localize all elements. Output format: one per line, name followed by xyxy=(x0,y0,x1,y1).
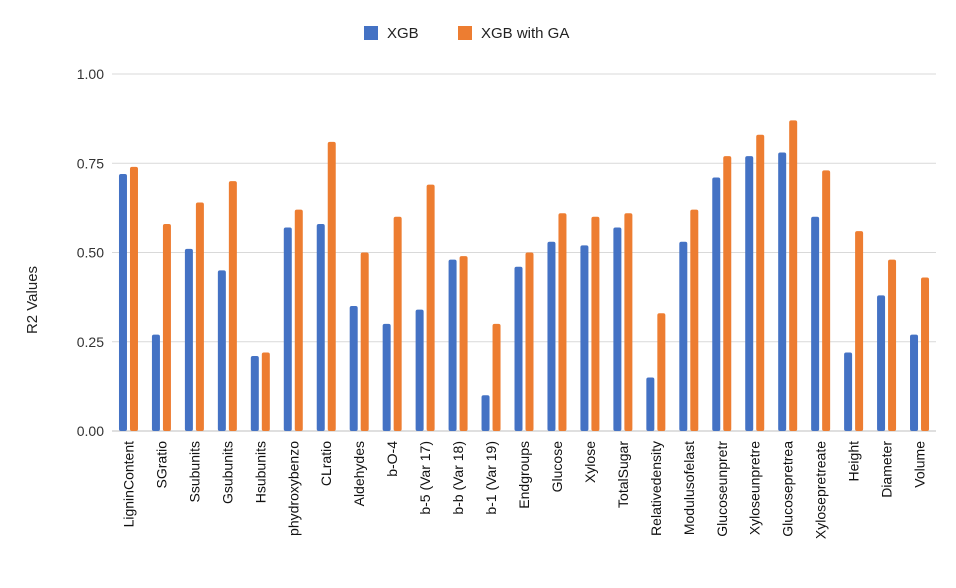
bar-xgb-ga xyxy=(426,184,435,431)
bar-xgb-ga xyxy=(129,166,138,431)
x-tick-label: Ssubunits xyxy=(186,441,202,502)
bar-xgb xyxy=(877,295,886,431)
bar-xgb xyxy=(613,227,622,431)
bar-xgb xyxy=(283,227,292,431)
bar-xgb xyxy=(646,377,655,431)
bar-xgb xyxy=(481,395,490,431)
bar-xgb xyxy=(151,334,160,431)
bar-xgb xyxy=(745,156,754,432)
y-tick-label: 0.00 xyxy=(77,423,104,439)
legend-label-xgb-ga: XGB with GA xyxy=(481,25,569,42)
bar-xgb xyxy=(118,173,127,431)
bar-xgb-ga xyxy=(756,134,765,431)
y-tick-label: 0.75 xyxy=(77,155,104,171)
bar-xgb-ga xyxy=(591,216,600,431)
bar-xgb-ga xyxy=(228,181,237,431)
bar-xgb-ga xyxy=(789,120,798,431)
bar-xgb-ga xyxy=(888,259,897,431)
x-tick-label: Volume xyxy=(912,441,928,488)
x-tick-label: Glucose xyxy=(549,441,565,493)
x-tick-label: CLratio xyxy=(318,441,334,486)
bar-xgb-ga xyxy=(723,156,732,432)
x-tick-label: b-1 (Var 19) xyxy=(483,441,499,515)
bar-xgb-ga xyxy=(558,213,567,431)
bar-xgb xyxy=(514,266,523,431)
bar-xgb xyxy=(811,216,820,431)
legend: XGB XGB with GA xyxy=(364,25,569,42)
x-axis-labels: LigninContent SGratio Ssubunits Gsubunits Hs… xyxy=(120,441,927,539)
x-tick-label: LigninContent xyxy=(120,441,136,528)
bar-xgb-ga xyxy=(261,352,270,431)
x-tick-label: Xylose xyxy=(582,441,598,483)
x-tick-label: Hsubunits xyxy=(252,441,268,503)
legend-swatch-xgb xyxy=(364,26,378,40)
bar-xgb-ga xyxy=(162,223,171,431)
bar-xgb-ga xyxy=(195,202,204,431)
bar-xgb-ga xyxy=(690,209,699,431)
bar-xgb xyxy=(349,306,358,431)
bar-xgb-ga xyxy=(459,256,468,431)
legend-swatch-xgb-ga xyxy=(458,26,472,40)
bar-xgb xyxy=(415,309,424,431)
x-tick-label: Xyloseunpretre xyxy=(747,441,763,535)
x-tick-label: Height xyxy=(846,441,862,482)
x-tick-label: Relativedensity xyxy=(648,441,664,536)
bar-xgb xyxy=(910,334,919,431)
x-tick-label: Endgroups xyxy=(516,441,532,509)
bar-xgb-ga xyxy=(855,231,864,431)
bars xyxy=(118,120,930,432)
x-tick-label: Xylosepretreate xyxy=(813,441,829,539)
bar-xgb-ga xyxy=(525,252,534,431)
bar-xgb-ga xyxy=(921,277,930,431)
bar-xgb xyxy=(580,245,589,431)
y-axis-ticks: 0.00 0.25 0.50 0.75 1.00 xyxy=(77,66,104,439)
x-tick-label: Diameter xyxy=(879,441,895,498)
bar-xgb-ga xyxy=(624,213,633,431)
bar-xgb xyxy=(250,356,259,431)
x-tick-label: Gsubunits xyxy=(219,441,235,504)
x-tick-label: b-5 (Var 17) xyxy=(417,441,433,515)
bar-xgb xyxy=(316,223,325,431)
x-tick-label: TotalSugar xyxy=(615,441,631,508)
y-tick-label: 0.50 xyxy=(77,245,104,261)
x-tick-label: phydroxybenzo xyxy=(285,441,301,536)
y-tick-label: 1.00 xyxy=(77,66,104,82)
x-tick-label: Modulusofelast xyxy=(681,441,697,535)
bar-xgb xyxy=(547,241,556,431)
bar-xgb xyxy=(844,352,853,431)
bar-xgb-ga xyxy=(657,313,666,431)
bar-xgb-ga xyxy=(492,323,501,431)
legend-label-xgb: XGB xyxy=(387,25,419,42)
y-axis-title: R2 Values xyxy=(24,266,41,334)
bar-xgb xyxy=(712,177,721,431)
x-tick-label: Glucoseunpretr xyxy=(714,441,730,537)
bar-xgb-ga xyxy=(327,141,336,431)
x-tick-label: b-O-4 xyxy=(384,441,400,477)
y-tick-label: 0.25 xyxy=(77,334,104,350)
bar-xgb xyxy=(679,241,688,431)
bar-xgb xyxy=(382,323,391,431)
bar-xgb xyxy=(217,270,226,431)
bar-xgb-ga xyxy=(393,216,402,431)
bar-xgb-ga xyxy=(294,209,303,431)
bar-xgb xyxy=(184,248,193,431)
x-tick-label: Glucosepretrea xyxy=(780,441,796,537)
x-tick-label: Aldehydes xyxy=(351,441,367,506)
x-tick-label: SGratio xyxy=(153,441,169,489)
bar-xgb xyxy=(778,152,787,432)
bar-xgb-ga xyxy=(822,170,831,431)
gridlines xyxy=(112,73,936,432)
bar-xgb xyxy=(448,259,457,431)
x-tick-label: b-b (Var 18) xyxy=(450,441,466,515)
bar-xgb-ga xyxy=(360,252,369,431)
